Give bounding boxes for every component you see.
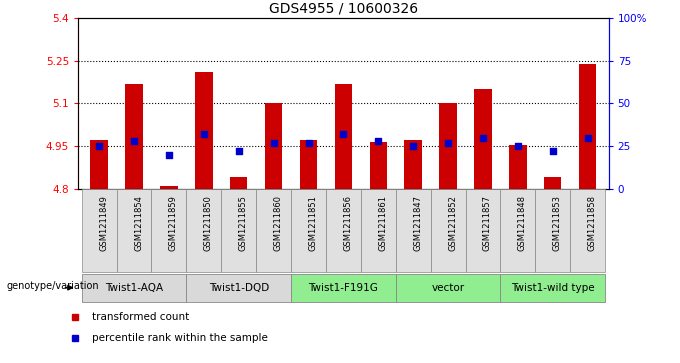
Point	[477, 135, 488, 140]
Text: GSM1211848: GSM1211848	[518, 195, 527, 252]
FancyBboxPatch shape	[152, 189, 186, 272]
FancyBboxPatch shape	[500, 189, 535, 272]
Text: GSM1211849: GSM1211849	[99, 195, 108, 251]
FancyBboxPatch shape	[466, 189, 500, 272]
FancyBboxPatch shape	[186, 274, 291, 302]
Bar	[544, 178, 562, 189]
Text: GSM1211855: GSM1211855	[239, 195, 248, 251]
Bar	[439, 103, 457, 189]
Title: GDS4955 / 10600326: GDS4955 / 10600326	[269, 1, 418, 16]
Bar	[160, 186, 177, 189]
Bar	[230, 178, 248, 189]
FancyBboxPatch shape	[116, 189, 152, 272]
Text: GSM1211847: GSM1211847	[413, 195, 422, 252]
FancyBboxPatch shape	[221, 189, 256, 272]
Text: GSM1211854: GSM1211854	[134, 195, 143, 251]
Point	[129, 138, 139, 144]
Point	[199, 131, 209, 137]
Point	[547, 148, 558, 154]
Text: GSM1211857: GSM1211857	[483, 195, 492, 252]
FancyBboxPatch shape	[256, 189, 291, 272]
Text: Twist1-F191G: Twist1-F191G	[309, 283, 378, 293]
FancyBboxPatch shape	[326, 189, 361, 272]
Text: GSM1211852: GSM1211852	[448, 195, 457, 251]
Text: GSM1211858: GSM1211858	[588, 195, 596, 252]
Point	[268, 140, 279, 146]
Bar	[195, 72, 213, 189]
Point	[233, 148, 244, 154]
Bar	[90, 140, 108, 189]
FancyBboxPatch shape	[396, 274, 500, 302]
Text: transformed count: transformed count	[92, 312, 189, 322]
Text: GSM1211860: GSM1211860	[273, 195, 283, 252]
FancyBboxPatch shape	[430, 189, 466, 272]
Text: percentile rank within the sample: percentile rank within the sample	[92, 334, 268, 343]
FancyBboxPatch shape	[500, 274, 605, 302]
Point	[443, 140, 454, 146]
Bar	[265, 103, 282, 189]
Point	[408, 143, 419, 149]
Point	[513, 143, 524, 149]
FancyBboxPatch shape	[361, 189, 396, 272]
Text: Twist1-wild type: Twist1-wild type	[511, 283, 594, 293]
Bar	[335, 83, 352, 189]
FancyBboxPatch shape	[186, 189, 221, 272]
FancyBboxPatch shape	[82, 189, 116, 272]
FancyBboxPatch shape	[535, 189, 571, 272]
Point	[373, 138, 384, 144]
Text: GSM1211861: GSM1211861	[378, 195, 388, 252]
Text: GSM1211850: GSM1211850	[204, 195, 213, 251]
Text: GSM1211851: GSM1211851	[309, 195, 318, 251]
Text: GSM1211856: GSM1211856	[343, 195, 352, 252]
FancyBboxPatch shape	[291, 274, 396, 302]
FancyBboxPatch shape	[82, 274, 186, 302]
Text: vector: vector	[432, 283, 464, 293]
Point	[338, 131, 349, 137]
Bar	[405, 140, 422, 189]
Bar	[369, 142, 387, 189]
FancyBboxPatch shape	[571, 189, 605, 272]
FancyBboxPatch shape	[396, 189, 430, 272]
Point	[163, 152, 174, 158]
Bar	[579, 64, 596, 189]
Bar	[509, 145, 526, 189]
Text: genotype/variation: genotype/variation	[6, 281, 99, 291]
Text: Twist1-DQD: Twist1-DQD	[209, 283, 269, 293]
Text: GSM1211859: GSM1211859	[169, 195, 178, 251]
Point	[582, 135, 593, 140]
Bar	[300, 140, 318, 189]
Text: GSM1211853: GSM1211853	[553, 195, 562, 252]
Bar	[125, 83, 143, 189]
Bar	[474, 89, 492, 189]
Point	[303, 140, 314, 146]
Point	[94, 143, 105, 149]
Text: Twist1-AQA: Twist1-AQA	[105, 283, 163, 293]
FancyBboxPatch shape	[291, 189, 326, 272]
